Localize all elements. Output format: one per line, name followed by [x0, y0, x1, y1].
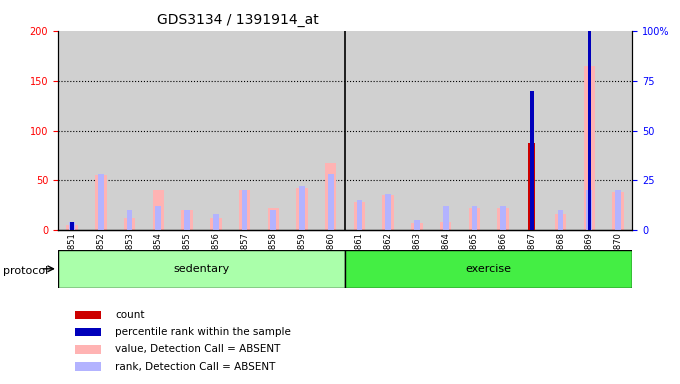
Bar — [156, 207, 161, 230]
Text: count: count — [116, 310, 145, 320]
Bar — [271, 210, 276, 230]
Bar — [230, 31, 259, 230]
Bar — [58, 31, 86, 230]
Bar — [201, 31, 231, 230]
Bar — [213, 214, 219, 230]
Bar — [75, 345, 101, 354]
Bar — [345, 250, 632, 288]
Bar — [469, 209, 480, 230]
Bar — [75, 328, 101, 336]
Bar — [69, 222, 75, 230]
Bar — [403, 31, 431, 230]
Bar — [558, 210, 564, 230]
Bar — [328, 174, 334, 230]
Bar — [239, 190, 250, 230]
Bar — [86, 31, 116, 230]
Bar — [184, 210, 190, 230]
Bar — [489, 31, 517, 230]
Bar — [546, 31, 575, 230]
Bar — [173, 31, 201, 230]
Bar — [259, 31, 288, 230]
Bar — [356, 200, 362, 230]
Bar — [500, 207, 506, 230]
Bar — [241, 190, 248, 230]
Bar — [386, 194, 391, 230]
Bar — [182, 210, 193, 230]
Bar — [414, 220, 420, 230]
Bar — [71, 222, 74, 230]
Bar — [210, 218, 222, 230]
Bar — [75, 311, 101, 319]
Bar — [471, 207, 477, 230]
Bar — [58, 250, 345, 288]
Bar — [583, 66, 595, 230]
Bar — [345, 31, 374, 230]
Bar — [299, 187, 305, 230]
Bar — [615, 190, 621, 230]
Text: GDS3134 / 1391914_at: GDS3134 / 1391914_at — [157, 13, 319, 27]
Bar — [325, 162, 337, 230]
Bar — [443, 207, 449, 230]
Bar — [411, 223, 423, 230]
Bar — [431, 31, 460, 230]
Bar — [575, 31, 604, 230]
Bar — [555, 214, 566, 230]
Text: protocol: protocol — [3, 266, 49, 276]
Bar — [124, 218, 135, 230]
Bar — [354, 202, 365, 230]
Bar — [75, 362, 101, 371]
Bar — [288, 31, 316, 230]
Text: sedentary: sedentary — [173, 264, 230, 274]
Bar — [152, 190, 164, 230]
Bar — [517, 31, 546, 230]
Bar — [374, 31, 403, 230]
Text: rank, Detection Call = ABSENT: rank, Detection Call = ABSENT — [116, 362, 275, 372]
Bar — [296, 189, 308, 230]
Bar — [95, 175, 107, 230]
Bar — [612, 192, 624, 230]
Bar — [267, 209, 279, 230]
Text: exercise: exercise — [466, 264, 512, 274]
Bar — [586, 190, 592, 230]
Bar — [126, 210, 133, 230]
Text: value, Detection Call = ABSENT: value, Detection Call = ABSENT — [116, 344, 281, 354]
Bar — [497, 209, 509, 230]
Bar — [144, 31, 173, 230]
Bar — [528, 142, 535, 230]
Bar — [440, 222, 452, 230]
Bar — [460, 31, 489, 230]
Bar — [530, 91, 534, 230]
Text: percentile rank within the sample: percentile rank within the sample — [116, 327, 291, 337]
Bar — [604, 31, 632, 230]
Bar — [316, 31, 345, 230]
Bar — [382, 195, 394, 230]
Bar — [67, 225, 78, 230]
Bar — [116, 31, 144, 230]
Bar — [588, 31, 591, 230]
Bar — [98, 174, 104, 230]
